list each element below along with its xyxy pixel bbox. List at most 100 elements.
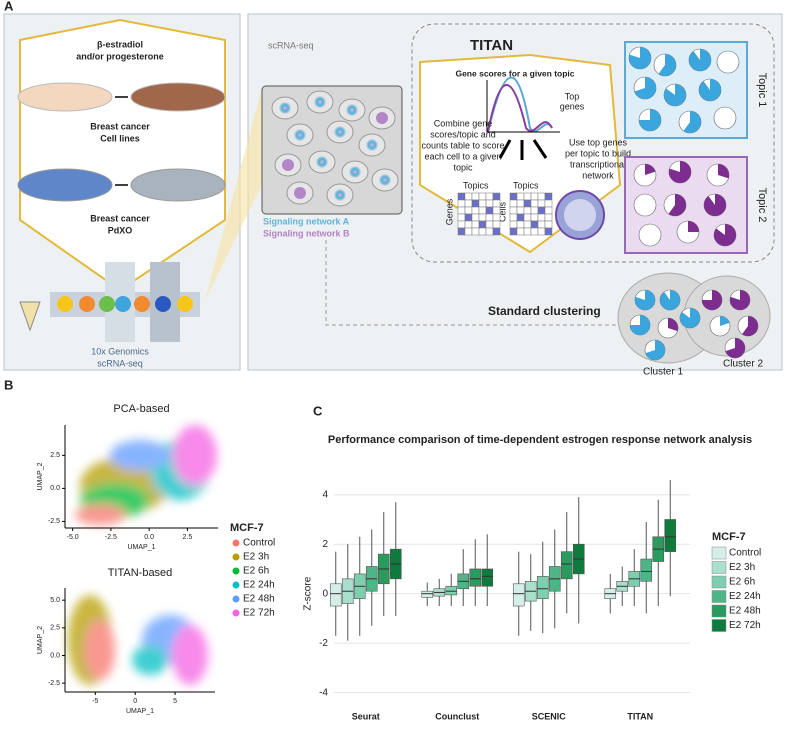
matrix-cell (464, 220, 473, 229)
y-tick-label: -2 (319, 638, 328, 649)
plot-title: PCA-based (113, 403, 169, 415)
line: Combine gene (434, 118, 493, 128)
legend-label: E2 6h (243, 566, 269, 577)
dish (17, 82, 113, 112)
matrix-cell (544, 192, 553, 201)
nucleus (346, 104, 358, 116)
matrix-cell (485, 227, 494, 236)
matrix-cell (523, 213, 532, 222)
matrix-cell (464, 192, 473, 201)
matrix-cell (537, 220, 546, 229)
matrix-cell (464, 213, 473, 222)
cluster1-label: Cluster 1 (643, 367, 683, 378)
legend-dot (232, 595, 240, 603)
x-tick-label: 0.0 (144, 534, 154, 541)
matrix-cell (471, 213, 480, 222)
legend-label: Control (243, 538, 275, 549)
matrix-cell (464, 206, 473, 215)
matrix-cell (464, 199, 473, 208)
matrix-cell (485, 192, 494, 201)
box (421, 590, 434, 598)
matrix-cell (485, 213, 494, 222)
pie-slice (725, 338, 745, 358)
matrix-cell (544, 220, 553, 229)
hormone-text: and/or progesterone (76, 51, 164, 61)
legend-swatch (711, 575, 727, 589)
pie-base (716, 50, 740, 74)
matrix-cell (537, 192, 546, 201)
matrix-cell (516, 199, 525, 208)
x-tick-label: 0 (133, 698, 137, 705)
nucleus (334, 126, 346, 138)
y-tick-label: 2 (322, 539, 328, 550)
matrix-cell (544, 213, 553, 222)
nucleus (294, 187, 306, 199)
y-tick-label: 0 (322, 588, 328, 599)
matrix-cell (523, 206, 532, 215)
legend-dot (232, 539, 240, 547)
scrna-text: scRNA-seq (268, 40, 314, 50)
matrix-cell (485, 199, 494, 208)
titan-box (411, 23, 775, 263)
pie-slice (680, 308, 700, 328)
line: network (582, 170, 614, 180)
legend-title: MCF-7 (230, 522, 264, 534)
line: each cell to a given (424, 151, 501, 161)
x-tick-label: SCENIC (532, 711, 567, 721)
y-tick-label: -2.5 (48, 680, 60, 687)
pie-base (638, 223, 662, 247)
matrix-cell (537, 213, 546, 222)
network-a-text: Signaling network A (263, 216, 350, 226)
pie-slice (634, 77, 656, 99)
y-axis-label: Z-score (303, 576, 314, 610)
matrix-cell (457, 227, 466, 236)
x-tick-label: -5.0 (67, 534, 79, 541)
legend-dot (232, 567, 240, 575)
legend-label: E2 48h (243, 594, 275, 605)
pie-slice (689, 49, 711, 72)
box (481, 568, 494, 587)
pie-slice (742, 316, 758, 336)
topic1-label: Topic 1 (756, 73, 768, 108)
topic2-label: Topic 2 (756, 188, 768, 223)
nucleus (366, 139, 378, 151)
dashed-arrow (325, 240, 625, 326)
matrix-cell (530, 199, 539, 208)
matrix-cell (523, 199, 532, 208)
matrix-cell (537, 206, 546, 215)
cell-lines-text: Cell lines (100, 133, 140, 143)
y-axis-label: UMAP_2 (37, 462, 44, 490)
legend-dot (232, 553, 240, 561)
legend-label: Control (729, 548, 761, 559)
y-axis-label: UMAP_2 (37, 626, 44, 654)
matrix-cell (516, 220, 525, 229)
legend-label: E2 3h (243, 552, 269, 563)
matrix-cell (509, 227, 518, 236)
matrix-cell (457, 192, 466, 201)
matrix-cell (478, 213, 487, 222)
matrix-cell (523, 192, 532, 201)
panel-label: B (4, 377, 13, 392)
legend-label: E2 72h (729, 620, 761, 631)
x-axis-label: UMAP_1 (126, 708, 154, 715)
matrix-cell (530, 192, 539, 201)
matrix-cell (492, 199, 501, 208)
pie-base (633, 193, 657, 217)
topics-text: Topics (513, 180, 539, 190)
box (445, 585, 458, 596)
y-tick-label: 2.5 (50, 625, 60, 632)
matrix-cell (544, 206, 553, 215)
y-tick-label: 2.5 (50, 452, 60, 459)
box (469, 568, 482, 587)
matrix-cell (530, 227, 539, 236)
matrix-cell (537, 199, 546, 208)
chart-title: Performance comparison of time-dependent… (328, 434, 752, 446)
matrix-cell (523, 220, 532, 229)
legend-label: E2 24h (243, 580, 275, 591)
nucleus (282, 159, 294, 171)
pie-slice (645, 164, 656, 175)
genomics-text: scRNA-seq (97, 358, 143, 368)
matrix-cell (530, 220, 539, 229)
nucleus (316, 156, 328, 168)
matrix-cell (471, 192, 480, 201)
